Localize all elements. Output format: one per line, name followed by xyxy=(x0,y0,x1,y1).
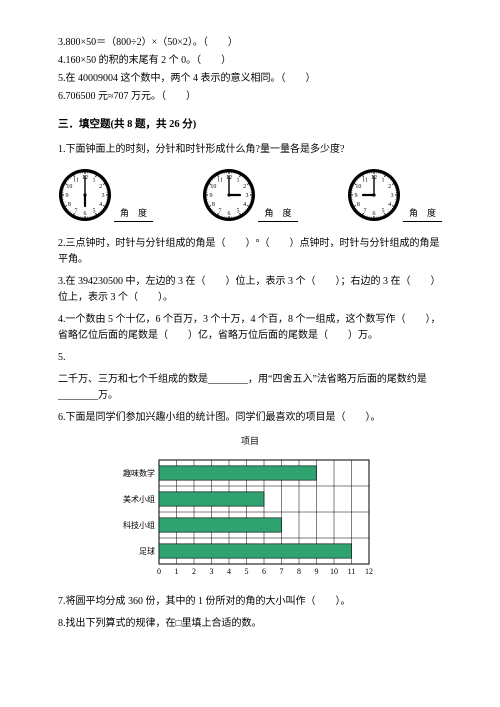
svg-text:10: 10 xyxy=(66,184,72,190)
svg-text:12: 12 xyxy=(365,567,373,576)
svg-text:5: 5 xyxy=(381,208,384,214)
svg-text:7: 7 xyxy=(363,208,366,214)
svg-text:10: 10 xyxy=(355,184,361,190)
svg-text:3: 3 xyxy=(246,193,249,199)
svg-text:8: 8 xyxy=(297,567,301,576)
clock-group-2: 123456789101112 角 度 xyxy=(202,168,297,222)
svg-text:1: 1 xyxy=(93,177,96,183)
svg-text:4: 4 xyxy=(244,202,247,208)
question-5-body: 二千万、三万和七个千组成的数是________，用“四舍五入”法省略万后面的尾数… xyxy=(58,372,442,404)
question-3: 3.在 394230500 中，左边的 3 在（ ）位上，表示 3 个（ ）；右… xyxy=(58,274,442,306)
tf-line: 5.在 40009004 这个数中，两个 4 表示的意义相同。（ ） xyxy=(58,71,442,87)
svg-text:趣味数学: 趣味数学 xyxy=(123,468,155,478)
svg-text:3: 3 xyxy=(390,193,393,199)
svg-text:足球: 足球 xyxy=(139,546,155,556)
svg-text:6: 6 xyxy=(262,567,266,576)
clock-3-label: 角 度 xyxy=(403,206,442,221)
section-3-title: 三．填空题(共 8 题，共 26 分) xyxy=(58,117,442,134)
svg-text:3: 3 xyxy=(102,193,105,199)
svg-text:10: 10 xyxy=(211,184,217,190)
clock-3: 123456789101112 xyxy=(347,168,401,222)
svg-text:11: 11 xyxy=(73,177,79,183)
svg-text:9: 9 xyxy=(210,193,213,199)
svg-text:4: 4 xyxy=(227,567,231,576)
svg-text:7: 7 xyxy=(75,208,78,214)
svg-text:1: 1 xyxy=(175,567,179,576)
svg-text:3: 3 xyxy=(210,567,214,576)
question-8: 8.找出下列算式的规律，在□里填上合适的数。 xyxy=(58,616,442,632)
clock-group-1: 123456789101112 角 度 xyxy=(58,168,153,222)
svg-text:4: 4 xyxy=(388,202,391,208)
svg-text:11: 11 xyxy=(362,177,368,183)
svg-text:1: 1 xyxy=(237,177,240,183)
svg-text:11: 11 xyxy=(218,177,224,183)
question-4: 4.一个数由 5 个十亿，6 个百万，3 个十万，4 个百，8 个一组成，这个数… xyxy=(58,312,442,344)
svg-text:美术小组: 美术小组 xyxy=(123,494,155,504)
chart-container: 项目 0123456789101112趣味数学美术小组科技小组足球 xyxy=(115,434,385,582)
svg-text:0: 0 xyxy=(157,567,161,576)
tf-line: 6.706500 元≈707 万元。（ ） xyxy=(58,89,442,105)
svg-text:2: 2 xyxy=(388,184,391,190)
svg-text:5: 5 xyxy=(93,208,96,214)
svg-text:7: 7 xyxy=(219,208,222,214)
svg-text:8: 8 xyxy=(68,202,71,208)
svg-text:5: 5 xyxy=(245,567,249,576)
svg-text:5: 5 xyxy=(237,208,240,214)
svg-text:科技小组: 科技小组 xyxy=(123,520,155,530)
question-7: 7.将圆平均分成 360 份，其中的 1 份所对的角的大小叫作（ ）。 xyxy=(58,594,442,610)
svg-text:9: 9 xyxy=(66,193,69,199)
svg-text:8: 8 xyxy=(212,202,215,208)
clock-1: 123456789101112 xyxy=(58,168,112,222)
svg-text:11: 11 xyxy=(348,567,356,576)
question-5: 5. xyxy=(58,350,442,366)
question-6: 6.下面是同学们参加兴趣小组的统计图。同学们最喜欢的项目是（ ）。 xyxy=(58,410,442,426)
question-1: 1.下面钟面上的时刻，分针和时针形成什么角?量一量各是多少度? xyxy=(58,142,442,158)
svg-text:9: 9 xyxy=(354,193,357,199)
svg-text:4: 4 xyxy=(99,202,102,208)
svg-text:1: 1 xyxy=(381,177,384,183)
svg-text:8: 8 xyxy=(357,202,360,208)
clocks-row: 123456789101112 角 度 123456789101112 角 度 … xyxy=(58,168,442,222)
clock-2: 123456789101112 xyxy=(202,168,256,222)
bar-chart: 0123456789101112趣味数学美术小组科技小组足球 xyxy=(115,452,375,582)
tf-line: 3.800×50＝（800÷2）×（50×2）。（ ） xyxy=(58,35,442,51)
svg-text:9: 9 xyxy=(315,567,319,576)
clock-2-label: 角 度 xyxy=(258,206,297,221)
clock-1-label: 角 度 xyxy=(114,206,153,221)
clock-group-3: 123456789101112 角 度 xyxy=(347,168,442,222)
svg-text:2: 2 xyxy=(99,184,102,190)
chart-title: 项目 xyxy=(115,434,385,448)
svg-text:10: 10 xyxy=(330,567,338,576)
svg-text:7: 7 xyxy=(280,567,284,576)
svg-text:2: 2 xyxy=(244,184,247,190)
question-2: 2.三点钟时，时针与分针组成的角是（ ）°（ ）点钟时，时针与分针组成的角是平角… xyxy=(58,236,442,268)
svg-text:2: 2 xyxy=(192,567,196,576)
tf-line: 4.160×50 的积的末尾有 2 个 0。（ ） xyxy=(58,53,442,69)
